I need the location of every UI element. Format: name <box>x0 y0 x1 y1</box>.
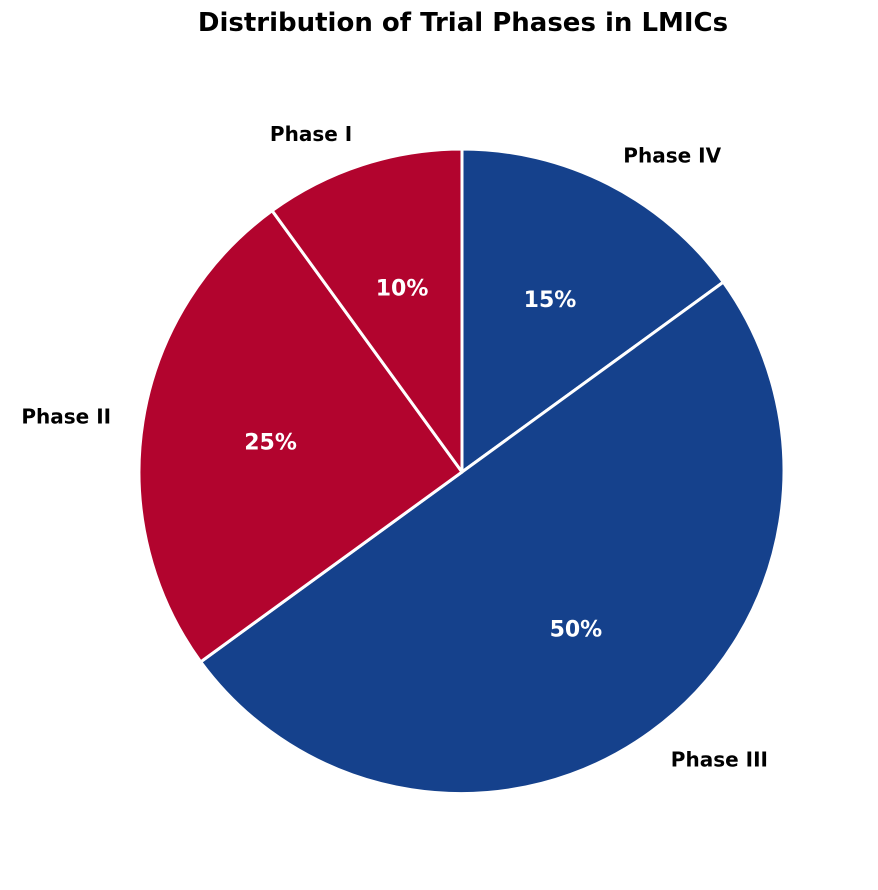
pie-slice-phase-ii <box>137 209 464 664</box>
pct-label-phase-ii: 25% <box>244 430 297 455</box>
chart-title: Distribution of Trial Phases in LMICs <box>198 8 728 38</box>
slice-label-phase-ii: Phase II <box>21 404 111 428</box>
pct-label-phase-i: 10% <box>376 276 429 301</box>
slice-label-phase-iii: Phase III <box>671 747 768 771</box>
pie-labels: Phase IV 15% Phase III 50% Phase II 25% Phase … <box>21 122 768 771</box>
pct-label-phase-iii: 50% <box>550 618 603 643</box>
pie-slices <box>137 147 786 796</box>
slice-label-phase-iv: Phase IV <box>623 143 721 167</box>
pct-label-phase-iv: 15% <box>524 288 577 313</box>
pie-slice-phase-i <box>270 147 464 474</box>
pie-slice-phase-iii <box>199 280 786 796</box>
pie-slice-phase-iv <box>460 147 725 474</box>
slice-label-phase-i: Phase I <box>270 122 352 146</box>
